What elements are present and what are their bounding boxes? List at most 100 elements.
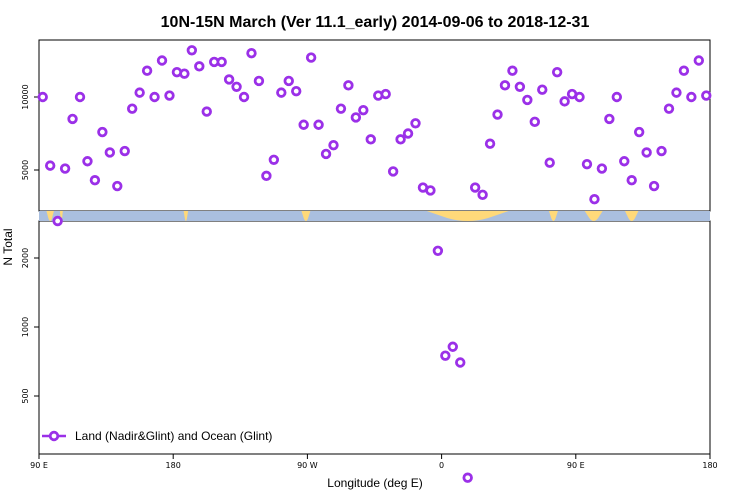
y-tick-label: 1000 [21,317,30,337]
data-point [492,109,503,120]
data-point [186,45,198,56]
legend-label: Land (Nadir&Glint) and Ocean (Glint) [75,429,272,443]
land-patch [46,211,54,221]
data-point [350,112,362,123]
data-point [619,156,630,167]
y-axis-label: N Total [1,228,15,265]
data-point [387,166,399,177]
land-patch [584,211,603,221]
data-point [455,357,466,368]
data-point [507,65,518,76]
data-point [410,118,421,129]
legend-marker [48,430,60,442]
data-point [633,126,645,138]
data-point [201,106,212,117]
lower-panel-frame [38,220,711,455]
land-patch [183,211,189,221]
data-point [104,147,116,158]
data-point [126,103,138,114]
data-point [238,91,250,103]
data-point [596,163,608,174]
y-tick-label: 2000 [21,248,30,268]
data-point [261,170,272,182]
data-point [559,96,570,107]
land-patch [426,211,509,221]
data-point [626,175,637,186]
y-axis: 500 1000 2000 5000 10000 [21,84,39,404]
data-point [246,48,257,59]
data-point [328,139,339,151]
data-point [671,87,682,98]
chart-title: 10N-15N March (Ver 11.1_early) 2014-09-0… [161,14,590,31]
data-point [477,189,488,201]
data-point [663,103,675,114]
data-point [365,134,376,145]
data-point [529,116,540,128]
data-point [574,91,585,103]
y-tick-label: 5000 [21,160,30,180]
x-tick-label: 90 E [30,461,48,470]
data-point [216,56,227,68]
data-point [484,138,496,149]
land-patch [625,211,639,221]
data-point [164,90,175,101]
land-patch [301,211,311,221]
upper-panel-frame [38,39,711,212]
y-tick-label: 10000 [21,84,30,109]
x-tick-label: 90 E [567,461,585,470]
data-point [641,147,652,158]
data-point [589,193,600,205]
data-point [380,88,391,100]
data-point [231,81,242,92]
land-ocean-band [39,211,710,221]
land-patch [59,211,63,221]
data-point [276,87,287,98]
data-point [358,104,369,116]
data-point [604,113,615,125]
data-point [432,245,444,257]
data-point [395,134,406,145]
data-point [141,65,153,76]
data-point [335,103,347,114]
data-point [686,91,697,103]
data-point [112,180,123,192]
x-axis: 90 E 180 90 W 0 90 E 180 [30,454,718,470]
data-point [469,182,481,193]
land-patch [548,211,558,221]
data-point [67,113,78,125]
data-point [447,341,458,352]
data-point [119,145,130,157]
data-point [402,128,414,139]
plot-area: 500 1000 2000 5000 10000 90 E 180 90 W 0 90 E 180 [21,39,718,483]
data-point [320,148,332,160]
data-point [648,180,660,192]
data-point [82,156,93,167]
x-tick-label: 180 [166,461,181,470]
data-point [179,68,190,79]
data-points [37,45,712,483]
data-point [59,163,71,174]
x-tick-label: 180 [702,461,717,470]
data-point [268,154,280,165]
data-point [551,66,563,78]
data-point [223,74,235,85]
data-point [156,55,168,66]
data-point [701,90,712,101]
data-point [74,91,86,103]
data-point [611,91,623,103]
data-point [313,119,324,130]
data-point [305,52,317,63]
x-tick-label: 0 [439,461,444,470]
data-point [291,85,302,97]
x-axis-label: Longitude (deg E) [327,476,422,490]
data-point [537,84,548,95]
data-point [298,119,309,130]
data-point [522,94,533,106]
data-point [89,175,101,186]
data-point [581,158,593,170]
data-point [544,157,555,168]
data-point [52,215,63,227]
data-point [656,145,667,157]
data-point [134,87,145,98]
